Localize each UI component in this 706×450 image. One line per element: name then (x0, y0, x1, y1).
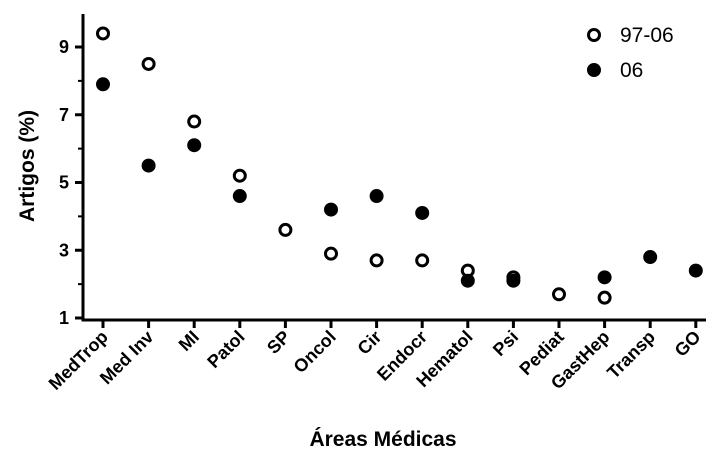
point-series-97-06 (278, 222, 293, 237)
x-tick-label: Oncol (290, 327, 340, 377)
point-series-97-06 (369, 253, 384, 268)
x-tick-label: Patol (203, 327, 248, 372)
point-series-97-06 (96, 26, 110, 41)
y-tick-label: 7 (59, 105, 69, 125)
y-axis-title: Artigos (%) (16, 110, 39, 222)
point-series-06 (141, 158, 156, 173)
x-tick-label: Cir (354, 327, 386, 359)
legend-label-06: 06 (620, 59, 643, 82)
legend-label-97-06: 97-06 (620, 24, 674, 47)
point-series-97-06 (324, 246, 338, 261)
x-tick-label: Psi (489, 327, 522, 360)
point-series-97-06 (415, 253, 430, 268)
point-series-97-06 (141, 56, 156, 71)
legend-marker-97-06 (587, 28, 601, 42)
point-series-06 (597, 270, 612, 285)
point-series-06 (369, 189, 384, 204)
x-tick-label: SP (263, 327, 294, 358)
y-tick-label: 1 (59, 308, 69, 328)
point-series-06 (688, 263, 703, 278)
x-tick-label: MI (175, 327, 203, 355)
point-series-06 (96, 77, 110, 92)
point-series-06 (460, 273, 475, 288)
point-series-06 (232, 189, 247, 204)
x-tick-label: MedTrop (45, 327, 112, 394)
point-series-97-06 (552, 287, 566, 302)
legend-marker-06 (587, 63, 601, 77)
x-axis-title: Áreas Médicas (309, 428, 456, 450)
y-tick-label: 9 (59, 37, 69, 57)
y-tick-label: 3 (59, 240, 69, 260)
point-series-06 (506, 273, 521, 288)
point-series-06 (324, 202, 338, 217)
point-series-06 (415, 205, 430, 220)
point-series-06 (187, 138, 202, 153)
x-tick-label: Transp (603, 327, 659, 383)
x-tick-label: GO (671, 327, 705, 361)
legend: 97-06 06 (587, 24, 674, 82)
y-tick-label: 5 (59, 173, 69, 193)
data-points (96, 26, 703, 305)
point-series-97-06 (187, 114, 202, 129)
point-series-97-06 (232, 168, 247, 183)
point-series-97-06 (597, 290, 612, 305)
point-series-06 (643, 250, 658, 265)
